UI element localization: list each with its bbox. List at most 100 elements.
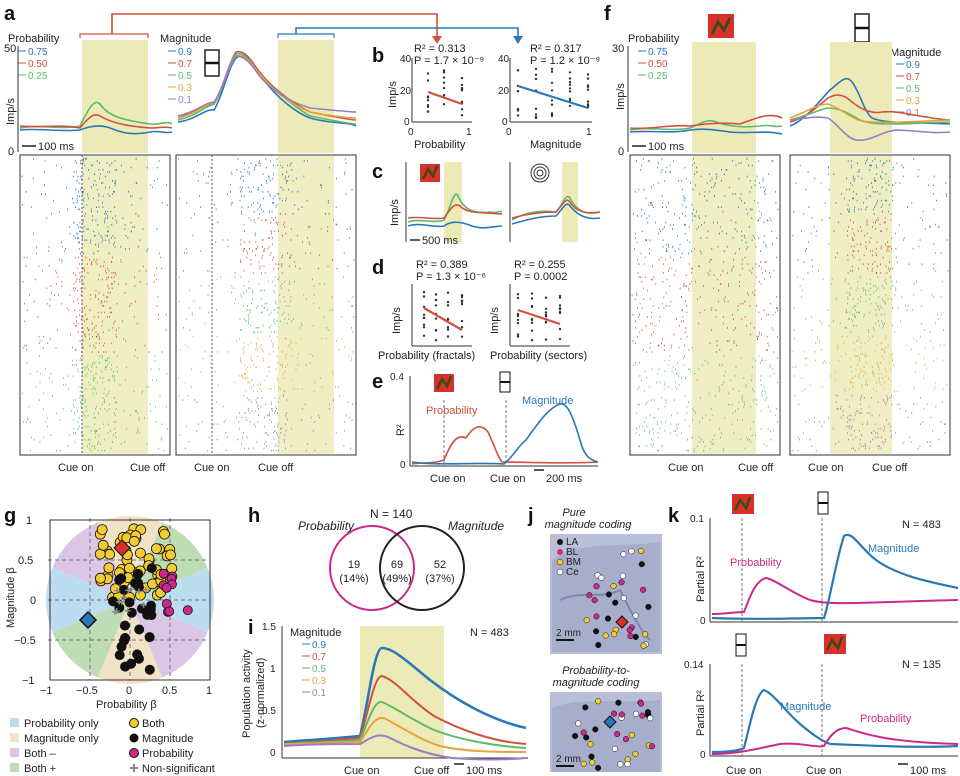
b-right-point: [586, 88, 590, 91]
c-y-label: Imp/s: [389, 199, 401, 226]
j-recording-site: [628, 732, 635, 739]
g-x-tick-0: 0: [126, 685, 132, 697]
d-right-point: [516, 296, 520, 300]
g-x-tick-m1: −1: [40, 685, 53, 697]
b-right-x-tick-1: 1: [586, 127, 592, 138]
j-legend-la: LA: [566, 537, 579, 548]
d-right-point: [530, 329, 534, 332]
d-right-point: [558, 304, 562, 307]
g-y-tick-0: 0: [30, 595, 36, 607]
d-right-fit: [517, 308, 561, 326]
d-right-point: [558, 337, 562, 341]
b-left-point: [460, 114, 464, 117]
j-recording-site: [580, 760, 587, 767]
b-y-tick-0: 0: [404, 117, 410, 128]
k-cue-on-1: Cue on: [726, 765, 761, 776]
j-recording-site: [611, 745, 618, 752]
b-right-point: [534, 73, 538, 77]
g-legend-magnitude: Magnitude: [142, 733, 193, 745]
red-bracket: [79, 33, 149, 38]
k-cue-on-2: Cue on: [806, 765, 841, 776]
j-recording-site: [610, 710, 618, 717]
red-arrowhead: [432, 36, 442, 44]
d-left-scatter: [422, 290, 464, 342]
b-left-fit: [427, 90, 463, 106]
j-recording-site: [617, 761, 624, 768]
j-recording-site: [627, 633, 634, 640]
f-mag-title: Magnitude: [890, 47, 941, 59]
d-right-r2: R² = 0.255: [514, 259, 566, 271]
a-right-cue-on: Cue on: [194, 462, 229, 474]
e-bar-icon: [499, 371, 511, 393]
mag-legend-01: 0.1: [178, 95, 192, 106]
j-recording-site: [583, 617, 590, 624]
j-bottom-title-1: Probability-to-: [562, 665, 630, 677]
g-magnitude-point: [116, 641, 127, 652]
g-x-tick-m05: −0.5: [76, 685, 98, 697]
d-right-point: [544, 307, 548, 310]
g-nonsig-point: [140, 602, 147, 609]
b-right-point: [550, 81, 554, 85]
a-y-tick-0: 0: [8, 146, 14, 158]
b-left-point: [460, 83, 464, 87]
a-raster-right-spikes: [177, 158, 355, 452]
blue-arrowhead: [513, 36, 523, 44]
f-bar-icon: [854, 13, 870, 43]
b-y-label: Imp/s: [387, 81, 399, 108]
k-top-n: N = 483: [902, 519, 941, 531]
g-nonsig-point: [116, 598, 123, 605]
i-scale-label: 100 ms: [466, 765, 503, 776]
j-recording-site: [592, 726, 599, 733]
g-both-point: [128, 535, 140, 547]
b-right-point: [586, 100, 590, 103]
g-y-tick-m05: −0.5: [14, 635, 36, 647]
b-left-point: [426, 99, 430, 102]
b-right-point: [568, 90, 572, 93]
f-prob-legend-025: 0.25: [648, 71, 668, 82]
b-right-r2: R² = 0.317: [530, 43, 582, 55]
j-legend-bm: BM: [566, 557, 581, 568]
k-top-mag-trace: [711, 533, 959, 620]
b-left-point: [460, 76, 464, 80]
d-right-point: [516, 333, 520, 336]
b-right-point: [550, 99, 554, 102]
f-right-cue-on: Cue on: [808, 462, 843, 474]
d-right-point: [530, 321, 534, 324]
panel-label-c: c: [372, 161, 383, 183]
j-top-title-1: Pure: [562, 507, 585, 519]
panel-label-g: g: [4, 505, 16, 527]
d-left-point: [434, 339, 438, 342]
a-right-cue-window: [278, 40, 334, 153]
panel-j: Pure magnitude coding LA BL BM Ce 2 mm P…: [545, 507, 662, 772]
b-left-scatter: [426, 69, 464, 117]
k-bottom-prob-label: Probability: [860, 713, 912, 725]
panel-label-a: a: [4, 3, 16, 25]
j-recording-site: [632, 710, 640, 717]
f-mag-legend-05: 0.5: [906, 84, 920, 95]
b-right-p: P = 1.2 × 10⁻⁹: [530, 55, 600, 67]
j-recording-site: [618, 579, 625, 586]
g-legend-both-plus: Both +: [24, 763, 56, 775]
j-top-scale: 2 mm: [556, 628, 581, 639]
h-mag-pct: (37%): [425, 573, 454, 585]
d-left-point: [446, 318, 450, 321]
b-left-point: [442, 86, 446, 90]
b-right-point: [568, 80, 572, 84]
i-y-label-2: (z-normalized): [255, 658, 267, 728]
i-n: N = 483: [470, 627, 509, 639]
b-left-point: [426, 79, 430, 82]
g-magnitude-point: [142, 609, 153, 620]
f-raster-right-spikes: [791, 158, 949, 452]
k-top-prob-label: Probability: [730, 557, 782, 569]
f-left-cue-on: Cue on: [668, 462, 703, 474]
b-right-point: [550, 89, 554, 92]
b-left-p: P = 1.7 × 10⁻⁹: [414, 55, 484, 67]
j-recording-site: [583, 734, 590, 741]
g-magnitude-point: [124, 597, 135, 608]
d-left-point: [460, 319, 464, 323]
i-legend-09: 0.9: [312, 640, 326, 651]
g-both-point: [97, 539, 109, 551]
j-recording-site: [632, 612, 639, 619]
g-magnitude-point: [114, 574, 125, 585]
